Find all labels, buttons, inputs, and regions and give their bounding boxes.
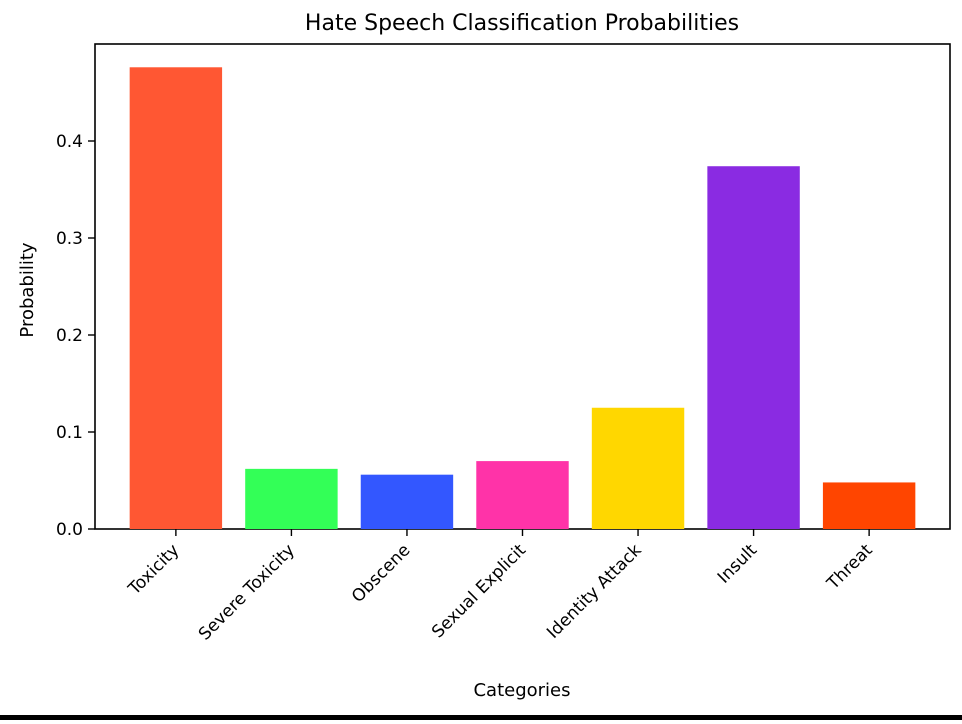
bar-obscene xyxy=(360,474,454,529)
y-axis-label: Probability xyxy=(17,242,38,337)
x-tick-label: Insult xyxy=(714,540,761,587)
bar-threat xyxy=(822,482,916,529)
bar-sexual-explicit xyxy=(476,461,569,529)
plot-area xyxy=(94,43,951,530)
y-tick-label: 0.2 xyxy=(56,326,83,346)
x-tick-label: Toxicity xyxy=(124,540,183,599)
bar-toxicity xyxy=(129,67,223,529)
bar-identity-attack xyxy=(591,407,685,529)
x-tick-label: Threat xyxy=(823,540,877,594)
x-axis-label: Categories xyxy=(473,680,570,701)
plot-frame xyxy=(94,43,951,530)
y-tick-label: 0.0 xyxy=(56,520,83,540)
x-tick-label: Sexual Explicit xyxy=(428,540,530,642)
y-tick-label: 0.1 xyxy=(56,423,83,443)
bar-severe-toxicity xyxy=(245,468,338,529)
x-tick-label: Identity Attack xyxy=(543,540,646,643)
y-tick-label: 0.4 xyxy=(56,132,83,152)
x-tick-label: Severe Toxicity xyxy=(195,540,299,644)
bars-layer xyxy=(129,67,916,529)
x-tick-label: Obscene xyxy=(348,540,415,607)
x-axis: Toxicity Severe Toxicity Obscene Sexual Exp… xyxy=(124,529,877,644)
bottom-border xyxy=(0,715,962,720)
y-axis: 0.0 0.1 0.2 0.3 0.4 xyxy=(56,132,95,540)
chart-title: Hate Speech Classification Probabilities xyxy=(305,11,739,36)
bar-insult xyxy=(707,166,800,529)
y-tick-label: 0.3 xyxy=(56,229,83,249)
